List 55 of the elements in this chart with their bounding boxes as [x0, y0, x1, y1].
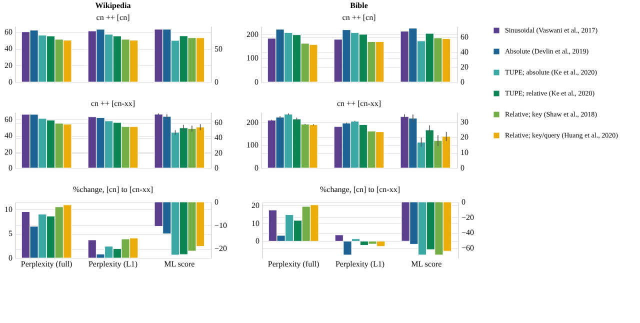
- y-tick-label: 100: [246, 54, 258, 63]
- y2-tick-label: −20: [462, 212, 474, 222]
- y-tick-label: 200: [246, 118, 258, 127]
- y-tick-label: 10: [4, 204, 12, 214]
- y-tick-label: 0: [256, 236, 260, 246]
- y-tick-label: 5: [8, 229, 12, 238]
- chart-subtitle: cn ++ [cn]: [96, 13, 130, 22]
- y-tick-label: 200: [246, 30, 258, 39]
- chart-title: Wikipedia: [95, 1, 131, 10]
- y-tick-label: 0: [254, 78, 258, 86]
- y2-tick-label: 20: [460, 62, 468, 72]
- y-tick-label: 20: [252, 200, 260, 210]
- chart-title: %change, [cn] to [cn-xx]: [73, 185, 154, 194]
- chart-title: %change, [cn] to [cn-xx]: [320, 185, 400, 194]
- y2-tick-label: 20: [214, 148, 222, 158]
- x-tick-label: Perplexity (L1): [335, 260, 385, 268]
- y2-tick-label: 50: [214, 44, 222, 54]
- x-tick-label: ML score: [411, 260, 442, 268]
- y-tick-label: 100: [246, 140, 258, 150]
- y2-tick-label: −40: [462, 228, 474, 238]
- chart-title: Bible: [350, 1, 368, 10]
- y-tick-label: 0: [8, 78, 12, 86]
- chart-title: cn ++ [cn-xx]: [336, 99, 382, 108]
- y-tick-label: 0: [8, 164, 12, 172]
- y2-tick-label: 40: [460, 48, 468, 57]
- y2-tick-label: 0: [214, 198, 218, 206]
- y2-tick-label: 0: [462, 198, 466, 206]
- x-tick-label: ML score: [164, 260, 196, 268]
- y2-tick-label: 0: [460, 78, 464, 86]
- y-tick-label: 0: [254, 164, 258, 172]
- y-tick-label: 10: [252, 218, 260, 228]
- chart-subtitle: cn ++ [cn]: [342, 13, 376, 22]
- y-tick-label: 60: [4, 114, 12, 124]
- y2-tick-label: −60: [462, 244, 474, 253]
- y-tick-label: 40: [4, 44, 12, 54]
- y2-tick-label: 40: [214, 133, 222, 142]
- y-tick-label: 0: [8, 254, 12, 262]
- y2-tick-label: 60: [214, 118, 222, 128]
- y2-tick-label: −10: [214, 220, 228, 230]
- y2-tick-label: −20: [214, 244, 228, 254]
- y-tick-label: 20: [4, 147, 12, 156]
- y2-tick-label: 0: [214, 78, 218, 86]
- y-tick-label: 40: [4, 131, 12, 140]
- y2-tick-label: 30: [460, 117, 468, 126]
- y-tick-label: 60: [4, 27, 12, 36]
- x-tick-label: Perplexity (full): [20, 260, 73, 268]
- x-tick-label: Perplexity (full): [268, 260, 320, 268]
- y2-tick-label: 0: [214, 164, 218, 172]
- y2-tick-label: 10: [460, 148, 468, 158]
- x-tick-label: Perplexity (L1): [88, 260, 138, 268]
- y-tick-label: 20: [4, 60, 12, 70]
- y2-tick-label: 0: [460, 164, 464, 172]
- y2-tick-label: 60: [460, 32, 468, 42]
- y2-tick-label: 20: [460, 132, 468, 142]
- chart-title: cn ++ [cn-xx]: [90, 99, 136, 108]
